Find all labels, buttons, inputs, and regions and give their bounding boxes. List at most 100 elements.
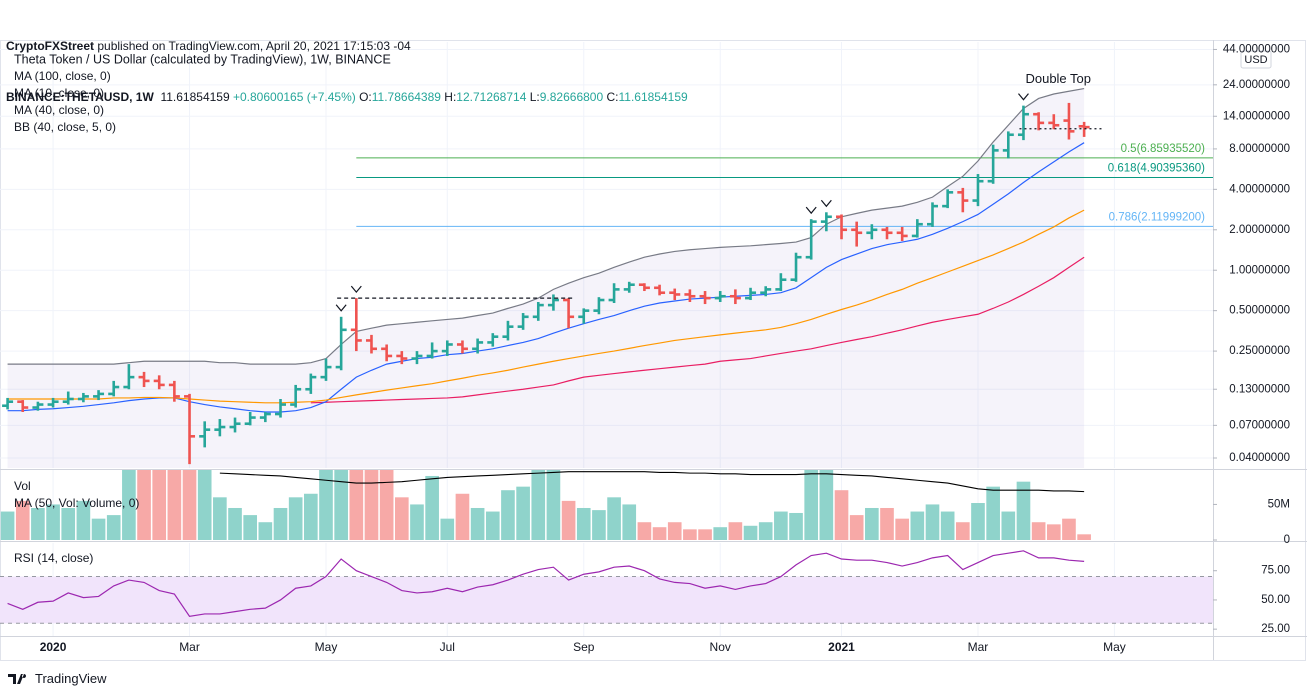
volume-bar [197, 470, 212, 540]
ohlc-value: 11.78664389 [371, 90, 441, 104]
published: published on TradingView.com, April 20, … [97, 39, 411, 53]
y-tick-label: 24.00000000 [1223, 79, 1290, 91]
volume-bar [31, 507, 45, 540]
y-tick-label: 8.00000000 [1229, 143, 1290, 155]
legend-entry: BB (40, close, 5, 0) [14, 120, 116, 134]
legend-entry: MA (40, close, 0) [14, 103, 104, 117]
legend-entry: MA (10, close, 0) [14, 86, 104, 100]
volume-bar [819, 470, 834, 540]
volume-bar [880, 507, 894, 540]
volume-bar [137, 470, 151, 540]
peak-marker [820, 199, 832, 208]
volume-bar [1077, 534, 1091, 540]
volume-bar [470, 507, 485, 540]
indicator-line [310, 256, 1085, 404]
volume-bar [637, 522, 652, 540]
volume-bar [455, 493, 470, 540]
volume-bar [743, 525, 758, 540]
legend-entry: MA (100, close, 0) [14, 69, 111, 83]
volume-bar [865, 507, 879, 540]
legend-entry: MA (50, Vol: Volume, 0) [14, 496, 139, 510]
indicator-line [7, 142, 1085, 413]
x-tick-label: 2021 [828, 640, 855, 654]
volume-pane [0, 470, 1115, 540]
volume-bar [304, 493, 318, 540]
volume-bar [789, 512, 803, 540]
chart-frame [0, 40, 1306, 661]
volume-bar [334, 470, 348, 540]
volume-bar [364, 470, 379, 540]
peak-marker [1018, 93, 1029, 101]
rsi-pane [0, 543, 1213, 636]
legend: Theta Token / US Dollar (calculated by T… [14, 52, 391, 565]
volume-bar [243, 515, 258, 540]
x-tick-label: May [1103, 640, 1126, 654]
volume-bar [698, 529, 712, 540]
y-tick-label: 2.00000000 [1229, 224, 1290, 236]
volume-bar [622, 504, 637, 540]
volume-bar [228, 507, 242, 540]
band-fill [7, 88, 1085, 468]
volume-bar [319, 470, 333, 540]
volume-bar [713, 527, 728, 540]
volume-bar [46, 504, 60, 540]
volume-bar [379, 470, 394, 540]
volume-bar [910, 511, 925, 540]
volume-bar [349, 470, 364, 540]
ohlc-label: L: [529, 90, 540, 104]
ohlc-label: O: [359, 90, 372, 104]
volume-bar [213, 497, 227, 540]
volume-bar [576, 507, 591, 540]
volume-title: Vol [14, 479, 31, 493]
x-tick-label: Jul [440, 640, 455, 654]
volume-bar [152, 470, 167, 540]
ohlc-label: H: [444, 90, 457, 104]
volume-bar [955, 522, 970, 540]
volume-bar [728, 522, 743, 540]
footer-text: TradingView [35, 671, 107, 686]
volume-bar [652, 527, 667, 540]
volume-bar [925, 504, 940, 540]
x-tick-label: Nov [710, 640, 731, 654]
volume-bar [1046, 524, 1061, 540]
symbol: BINANCE:THETAUSD, 1W [6, 90, 154, 104]
y-tick-label: 1.00000000 [1229, 264, 1290, 276]
volume-bar [1001, 511, 1016, 540]
volume-bar [804, 470, 819, 540]
volume-bar [122, 470, 136, 540]
y-tick-label: 14.00000000 [1223, 110, 1290, 122]
volume-bar [0, 511, 15, 540]
logo [8, 673, 27, 684]
volume-bar [394, 497, 409, 540]
fib-label: 0.786(2.11999200) [1109, 211, 1206, 223]
volume-bar [592, 510, 606, 540]
footer: TradingView [8, 671, 107, 686]
y-tick-label: 4.00000000 [1229, 183, 1290, 195]
y-tick-label: 75.00 [1261, 565, 1290, 577]
y-tick-label: 44.00000000 [1223, 43, 1290, 55]
fib-label: 0.5(6.85935520) [1121, 143, 1206, 155]
volume-bar [1031, 522, 1046, 540]
change: +0.80600165 (+7.45%) [232, 90, 356, 104]
y-tick-label: 0 [1284, 534, 1290, 546]
chart-title: Theta Token / US Dollar (calculated by T… [14, 52, 391, 66]
currency: USD [1244, 54, 1267, 66]
ohlc-label: C: [606, 90, 619, 104]
volume-bar [76, 500, 91, 540]
header-line: CryptoFXStreet published on TradingView.… [6, 38, 688, 55]
y-tick-label: 50M [1268, 498, 1290, 510]
volume-bar [667, 522, 682, 540]
volume-bar [91, 518, 106, 540]
volume-bar [940, 511, 955, 540]
header: CryptoFXStreet published on TradingView.… [6, 4, 688, 123]
volume-bar [531, 470, 546, 540]
y-tick-label: 0.50000000 [1229, 305, 1290, 317]
author: CryptoFXStreet [6, 39, 95, 53]
annotation: Double Top [1025, 71, 1091, 86]
currency-badge [1240, 50, 1272, 69]
volume-bar [758, 522, 773, 540]
x-tick-label: May [315, 640, 338, 654]
volume-bar [15, 500, 30, 540]
y-tick-label: 25.00 [1261, 623, 1290, 635]
